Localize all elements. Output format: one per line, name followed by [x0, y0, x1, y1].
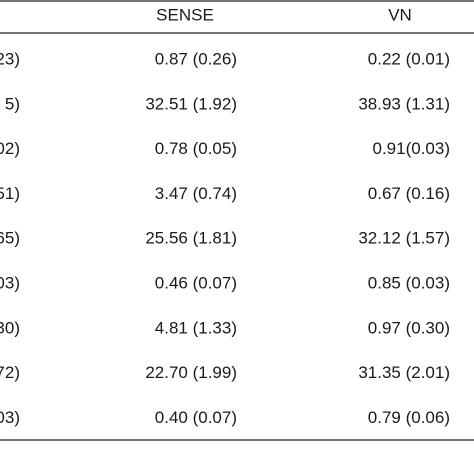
vn-value: 38.93 (1.31): [358, 94, 450, 113]
sense-value: 22.70 (1.99): [145, 363, 237, 382]
row-label: 30): [0, 318, 20, 337]
vn-value: 0.22 (0.01): [368, 49, 450, 68]
vn-value: 0.97 (0.30): [368, 318, 450, 337]
column-header: VN: [388, 5, 412, 24]
sense-value: 0.78 (0.05): [155, 139, 237, 158]
vn-value: 0.79 (0.06): [368, 408, 450, 427]
sense-value: 25.56 (1.81): [145, 229, 237, 248]
sense-value: 4.81 (1.33): [155, 318, 237, 337]
sense-value: 0.46 (0.07): [155, 273, 237, 292]
vn-value: 0.91(0.03): [373, 139, 451, 158]
row-label: 23): [0, 49, 20, 68]
row-label: 65): [0, 229, 20, 248]
sense-value: 32.51 (1.92): [145, 94, 237, 113]
row-label: 02): [0, 139, 20, 158]
sense-value: 0.40 (0.07): [155, 408, 237, 427]
row-label: 03): [0, 273, 20, 292]
sense-value: 3.47 (0.74): [155, 184, 237, 203]
vn-value: 31.35 (2.01): [358, 363, 450, 382]
row-label: 5): [5, 94, 20, 113]
row-label: 72): [0, 363, 20, 382]
vn-value: 0.67 (0.16): [368, 184, 450, 203]
row-label: 51): [0, 184, 20, 203]
sense-value: 0.87 (0.26): [155, 49, 237, 68]
vn-value: 0.85 (0.03): [368, 273, 450, 292]
vn-value: 32.12 (1.57): [358, 229, 450, 248]
column-header: SENSE: [156, 5, 214, 24]
row-label: 03): [0, 408, 20, 427]
